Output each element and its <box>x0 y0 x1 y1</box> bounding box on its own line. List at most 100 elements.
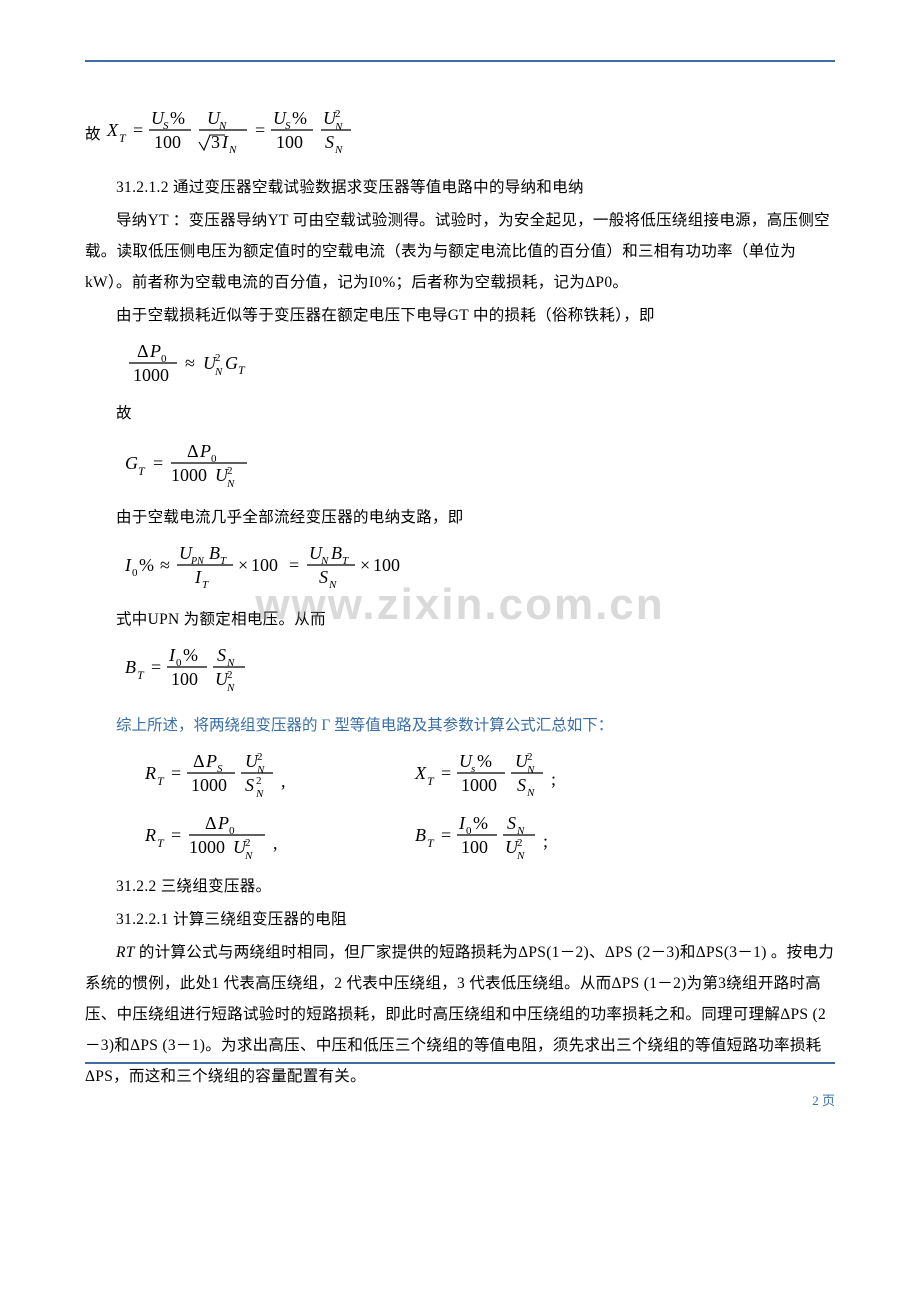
svg-text:×: × <box>238 555 248 575</box>
svg-text:S: S <box>319 567 328 587</box>
svg-text:100: 100 <box>154 132 181 152</box>
heading-31221: 31.2.2.1 计算三绕组变压器的电阻 <box>85 904 835 935</box>
p1-text: ：变压器导纳YT 可由空载试验测得。试验时，为安全起见，一般将低压绕组接电源，高… <box>85 212 830 291</box>
svg-text:=: = <box>441 825 451 845</box>
svg-text:=: = <box>171 825 181 845</box>
svg-text:0: 0 <box>132 567 138 579</box>
formula-summary-row1: R T = Δ P S 1000 U 2 N S 2 N , <box>145 747 835 803</box>
eq1-prefix: 故 <box>85 122 101 158</box>
svg-text:%: % <box>170 108 185 128</box>
svg-text:N: N <box>526 787 535 799</box>
formula-gt: G T = Δ P 0 1000 U 2 N <box>125 435 835 496</box>
svg-text:R: R <box>144 825 156 845</box>
svg-text:×: × <box>360 555 370 575</box>
svg-text:1000: 1000 <box>171 465 207 485</box>
svg-text:S: S <box>245 775 254 795</box>
svg-text:G: G <box>225 353 238 373</box>
svg-text:B: B <box>125 657 136 677</box>
svg-text:N: N <box>226 682 235 694</box>
svg-text:T: T <box>138 464 146 478</box>
svg-text:≈: ≈ <box>185 353 195 373</box>
svg-text:100: 100 <box>373 555 400 575</box>
svg-text:=: = <box>255 120 265 140</box>
svg-text:S: S <box>325 132 334 152</box>
svg-text:100: 100 <box>171 669 198 689</box>
svg-text:T: T <box>157 774 165 788</box>
svg-text:S: S <box>517 775 526 795</box>
svg-text:T: T <box>137 668 145 682</box>
svg-text:=: = <box>441 763 451 783</box>
svg-text:S: S <box>507 813 516 833</box>
svg-text:;: ; <box>543 831 548 851</box>
para-three-winding: RT 的计算公式与两绕组时相同，但厂家提供的短路损耗为ΔPS(1－2)、ΔPS … <box>85 937 835 1092</box>
svg-text:100: 100 <box>461 837 488 857</box>
svg-text:1000: 1000 <box>461 775 497 795</box>
svg-text:I: I <box>458 813 466 833</box>
svg-text:N: N <box>214 366 223 378</box>
svg-text:N: N <box>255 788 264 800</box>
svg-text:%: % <box>139 555 154 575</box>
svg-text:I: I <box>124 555 132 575</box>
svg-text:N: N <box>334 121 343 133</box>
p6-text: 的计算公式与两绕组时相同，但厂家提供的短路损耗为ΔPS(1－2)、ΔPS (2－… <box>85 944 834 1085</box>
svg-text:=: = <box>133 120 143 140</box>
eq1-svg: X T = U S % 100 U N 3 I N <box>107 102 407 158</box>
svg-text:%: % <box>473 813 488 833</box>
svg-text:2: 2 <box>527 751 533 763</box>
svg-text:N: N <box>328 579 337 591</box>
svg-text:T: T <box>427 774 435 788</box>
svg-text:I: I <box>221 132 229 152</box>
svg-text:2: 2 <box>335 108 341 120</box>
formula-bt: B T = I 0 % 100 S N U 2 N <box>125 641 835 700</box>
svg-text:,: , <box>281 771 286 791</box>
svg-text:=: = <box>289 555 299 575</box>
top-rule <box>85 60 835 62</box>
svg-text:N: N <box>334 144 343 156</box>
para-noload-loss: 由于空载损耗近似等于变压器在额定电压下电导GT 中的损耗（俗称铁耗），即 <box>85 300 835 331</box>
svg-text:2: 2 <box>215 352 221 364</box>
svg-text:Δ: Δ <box>187 441 199 461</box>
svg-text:N: N <box>526 764 535 776</box>
svg-text:I: I <box>168 645 176 665</box>
svg-text:B: B <box>415 825 426 845</box>
svg-text:R: R <box>144 763 156 783</box>
formula-xt-deriv: 故 X T = U S % 100 U N 3 <box>85 102 835 158</box>
svg-text:T: T <box>427 836 435 850</box>
svg-text:T: T <box>119 131 127 145</box>
svg-text:P: P <box>149 341 161 361</box>
svg-text:=: = <box>171 763 181 783</box>
heading-31212: 31.2.1.2 通过变压器空载试验数据求变压器等值电路中的导纳和电纳 <box>85 172 835 203</box>
svg-text:,: , <box>273 833 278 853</box>
para-noload-current: 由于空载电流几乎全部流经变压器的电纳支路，即 <box>85 502 835 533</box>
svg-text:B: B <box>209 543 220 563</box>
svg-text:100: 100 <box>276 132 303 152</box>
svg-text:2: 2 <box>517 837 523 849</box>
svg-text:P: P <box>199 441 211 461</box>
formula-dp0-approx: Δ P 0 1000 ≈ U 2 N G T <box>125 337 835 392</box>
svg-text:T: T <box>157 836 165 850</box>
svg-text:1000: 1000 <box>189 837 225 857</box>
svg-text:3: 3 <box>211 132 220 152</box>
svg-text:2: 2 <box>227 669 233 681</box>
svg-text:%: % <box>477 751 492 771</box>
svg-text:Δ: Δ <box>137 341 149 361</box>
formula-i0pct: I 0 % ≈ U PN B T I T × 100 = U N B <box>125 539 835 598</box>
svg-text:=: = <box>153 453 163 473</box>
svg-text:T: T <box>238 363 246 377</box>
svg-text:P: P <box>217 813 229 833</box>
blue-summary: 综上所述，将两绕组变压器的 Γ 型等值电路及其参数计算公式汇总如下： <box>85 710 835 741</box>
svg-text:%: % <box>183 645 198 665</box>
para-therefore-1: 故 <box>85 398 835 429</box>
svg-text:P: P <box>205 751 217 771</box>
svg-text:G: G <box>125 453 138 473</box>
svg-text:%: % <box>292 108 307 128</box>
svg-text:X: X <box>106 120 119 140</box>
svg-text:N: N <box>228 144 237 156</box>
heading-3122: 31.2.2 三绕组变压器。 <box>85 871 835 902</box>
svg-text:N: N <box>244 850 253 862</box>
svg-text:B: B <box>331 543 342 563</box>
formula-summary-row2: R T = Δ P 0 1000 U 2 N , B T <box>145 809 835 865</box>
para-admittance: 导纳YT ：变压器导纳YT 可由空载试验测得。试验时，为安全起见，一般将低压绕组… <box>85 205 835 298</box>
svg-text:≈: ≈ <box>160 555 170 575</box>
svg-text:2: 2 <box>227 465 233 477</box>
